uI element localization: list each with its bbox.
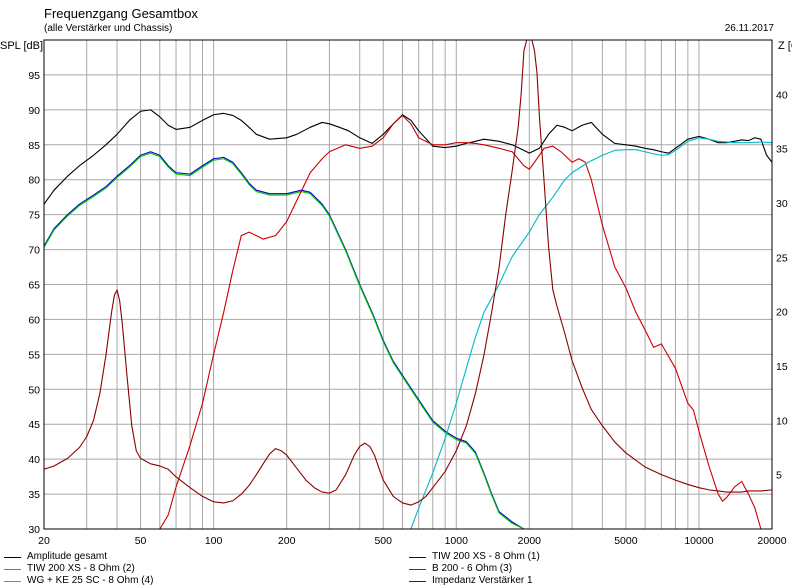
x-tick-label: 20 <box>38 535 50 546</box>
y2-tick-label: 20 <box>776 307 788 319</box>
y2-tick-label: 10 <box>776 415 788 427</box>
legend-swatch <box>4 569 21 570</box>
legend-label: Amplitude gesamt <box>27 551 108 562</box>
y-tick-label: 40 <box>28 454 40 466</box>
y2-tick-label: 35 <box>776 144 788 156</box>
x-tick-label: 20000 <box>757 535 786 546</box>
y2-tick-label: 5 <box>776 470 782 482</box>
y-tick-label: 70 <box>28 245 40 257</box>
y-tick-label: 45 <box>28 419 40 431</box>
y-tick-label: 65 <box>28 280 40 292</box>
tick-labels: 20 50 100 200 500 1000 2000 5000 10000 20000 30 35 4… <box>28 70 788 546</box>
y2-axis-label: Z [Ohm] <box>778 40 792 52</box>
chart-title: Frequenzgang Gesamtbox <box>44 6 198 21</box>
frequency-response-chart: 20 50 100 200 500 1000 2000 5000 10000 20000 30 35 4… <box>28 39 788 546</box>
chart-date: 26.11.2017 <box>724 23 774 34</box>
y2-tick-label: 15 <box>776 361 788 373</box>
y-tick-label: 95 <box>28 70 40 82</box>
x-tick-label: 100 <box>205 535 223 546</box>
x-tick-label: 500 <box>374 535 392 546</box>
x-tick-label: 1000 <box>445 535 469 546</box>
x-tick-label: 50 <box>135 535 147 546</box>
legend-swatch <box>409 581 426 582</box>
series-line-3 <box>44 152 772 529</box>
y-tick-label: 55 <box>28 349 40 361</box>
series-lines <box>44 40 772 529</box>
y-axis-label: SPL [dB] <box>0 40 44 52</box>
y-tick-label: 80 <box>28 175 40 187</box>
legend-swatch <box>409 557 426 558</box>
series-line-5 <box>44 137 772 529</box>
y2-tick-label: 25 <box>776 252 788 264</box>
chart-subtitle: (alle Verstärker und Chassis) <box>44 23 173 34</box>
legend-swatch <box>4 581 21 582</box>
y-tick-label: 60 <box>28 314 40 326</box>
legend-label: B 200 - 6 Ohm (3) <box>432 563 513 574</box>
legend-label: WG + KE 25 SC - 8 Ohm (4) <box>27 575 154 586</box>
series-line-1 <box>44 109 772 205</box>
legend-swatch <box>4 557 21 558</box>
y-tick-label: 35 <box>28 489 40 501</box>
series-line-2 <box>44 151 772 529</box>
legend: Amplitude gesamt TIW 200 XS - 8 Ohm (1) … <box>0 546 792 586</box>
y-tick-label: 30 <box>28 524 40 536</box>
x-tick-label: 2000 <box>518 535 542 546</box>
y-tick-label: 85 <box>28 140 40 152</box>
legend-swatch <box>409 569 426 570</box>
legend-label: TIW 200 XS - 8 Ohm (2) <box>27 563 135 574</box>
plot-frame <box>43 39 773 530</box>
y-tick-label: 50 <box>28 384 40 396</box>
y2-tick-label: 40 <box>776 89 788 101</box>
y-tick-label: 75 <box>28 210 40 222</box>
y2-tick-label: 30 <box>776 198 788 210</box>
series-line-6 <box>44 40 772 506</box>
legend-label: Impedanz Verstärker 1 <box>432 575 533 586</box>
series-line-4 <box>44 114 772 529</box>
x-tick-label: 5000 <box>614 535 638 546</box>
y-tick-label: 90 <box>28 105 40 117</box>
grid-lines <box>43 40 773 529</box>
x-tick-label: 10000 <box>684 535 713 546</box>
x-tick-label: 200 <box>278 535 296 546</box>
legend-label: TIW 200 XS - 8 Ohm (1) <box>432 551 540 562</box>
